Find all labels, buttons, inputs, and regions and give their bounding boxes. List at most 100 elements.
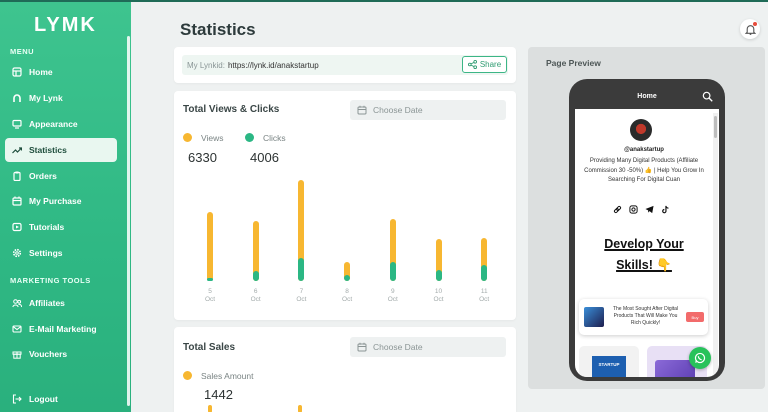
total-sales-title: Total Sales (183, 342, 236, 353)
phone-screen: @anakstartup Providing Many Digital Prod… (575, 109, 719, 377)
phone-header: Home (569, 79, 725, 109)
search-icon[interactable] (702, 91, 713, 102)
home-icon (12, 67, 22, 77)
telegram-icon[interactable] (645, 205, 654, 214)
sidebar-item-statistics[interactable]: Statistics (5, 138, 117, 162)
whatsapp-icon (694, 352, 706, 364)
page-preview-title: Page Preview (546, 58, 601, 68)
logo[interactable]: LYMK (34, 14, 97, 36)
logout-label: Logout (29, 394, 58, 404)
sales-bar (208, 405, 212, 412)
x-tick-label: 8 Oct (342, 288, 353, 303)
product-buy-button[interactable]: Buy (686, 312, 704, 322)
sidebar-item-vouchers[interactable]: Vouchers (5, 342, 117, 366)
sidebar-item-label: Home (29, 67, 53, 77)
gift-icon (12, 349, 22, 359)
sidebar-item-label: Statistics (29, 145, 67, 155)
phone-scrollbar[interactable] (713, 113, 718, 377)
tiktok-icon[interactable] (661, 205, 670, 214)
clicks-bar[interactable] (435, 269, 442, 281)
share-button[interactable]: Share (462, 56, 507, 73)
play-icon (12, 222, 22, 232)
product-card[interactable]: The Most Sought After Digital Products T… (579, 299, 708, 335)
lynk-url-field[interactable]: My Lynkid: https://lynk.id/anakstartup (182, 55, 508, 75)
views-legend-label: Views (201, 133, 224, 143)
gear-icon (12, 248, 22, 258)
sidebar-item-my-lynk[interactable]: My Lynk (5, 86, 117, 110)
sales-bar (298, 405, 302, 412)
sales-legend-dot (183, 371, 192, 380)
sales-date-picker[interactable]: Choose Date (350, 337, 506, 357)
sidebar-item-label: Affiliates (29, 298, 65, 308)
views-bar[interactable] (389, 218, 396, 281)
notification-dot (753, 22, 757, 26)
link-icon (12, 93, 22, 103)
page-title: Statistics (180, 20, 256, 39)
total-sales-card: Total Sales Choose Date Sales Amount 144… (174, 327, 516, 412)
clicks-bar[interactable] (389, 261, 396, 281)
avatar (630, 119, 652, 141)
clicks-bar[interactable] (207, 278, 213, 281)
instagram-icon[interactable] (629, 205, 638, 214)
views-total: 6330 (188, 150, 217, 165)
top-accent-line (0, 0, 768, 2)
sidebar-item-label: E-Mail Marketing (29, 324, 97, 334)
monitor-icon (12, 119, 22, 129)
sidebar-item-tutorials[interactable]: Tutorials (5, 215, 117, 239)
views-clicks-chart: 5 Oct 6 Oct 7 Oct 8 Oct 9 Oct 10 Oct 11 Oct (174, 91, 516, 320)
sidebar-item-affiliates[interactable]: Affiliates (5, 291, 117, 315)
logout-button[interactable]: Logout (5, 387, 117, 411)
sidebar-item-label: My Lynk (29, 93, 63, 103)
views-bar[interactable] (481, 238, 488, 281)
sidebar-item-home[interactable]: Home (5, 60, 117, 84)
views-bar[interactable] (435, 239, 442, 281)
sidebar: LYMK MENU Home My Lynk Appearance Statis… (0, 2, 131, 412)
product-thumbnail (584, 307, 604, 327)
sidebar-item-my-purchase[interactable]: My Purchase (5, 189, 117, 213)
clipboard-icon (12, 171, 22, 181)
views-date-picker[interactable]: Choose Date (350, 100, 506, 120)
views-bar[interactable] (252, 221, 259, 281)
views-clicks-card: Total Views & Clicks Choose Date Views C… (174, 91, 516, 320)
x-tick-label: 11 Oct (479, 288, 490, 303)
lynk-url-card: My Lynkid: https://lynk.id/anakstartup (174, 47, 516, 83)
views-bar[interactable] (344, 261, 351, 281)
product-tile[interactable]: STARTUP (579, 346, 639, 377)
x-tick-label: 9 Oct (387, 288, 398, 303)
clicks-legend-dot (245, 133, 254, 142)
sidebar-item-appearance[interactable]: Appearance (5, 112, 117, 136)
sidebar-item-label: Settings (29, 248, 63, 258)
link-icon[interactable] (613, 205, 622, 214)
sidebar-item-settings[interactable]: Settings (5, 241, 117, 265)
lynk-url-value: https://lynk.id/anakstartup (227, 60, 319, 70)
page-preview-panel: Page Preview Home @anakstartup Providing… (528, 47, 765, 389)
sidebar-item-label: Orders (29, 171, 57, 181)
mail-icon (12, 324, 22, 334)
sidebar-item-orders[interactable]: Orders (5, 164, 117, 188)
share-icon (467, 60, 477, 69)
views-date-placeholder: Choose Date (373, 105, 423, 115)
clicks-bar[interactable] (344, 274, 351, 281)
views-clicks-title: Total Views & Clicks (183, 104, 280, 115)
clicks-bar[interactable] (481, 265, 488, 281)
sales-legend-label: Sales Amount (201, 371, 254, 381)
lynk-url-label: My Lynkid: (187, 60, 225, 70)
views-bar[interactable] (207, 212, 213, 281)
x-tick-label: 5 Oct (204, 288, 216, 303)
menu-section-label: MENU (10, 47, 35, 56)
trend-icon (12, 145, 22, 155)
product-tile-cover (655, 360, 695, 377)
sidebar-scrollbar[interactable] (127, 36, 130, 406)
notification-button[interactable] (740, 19, 760, 39)
clicks-legend-label: Clicks (263, 133, 286, 143)
whatsapp-button[interactable] (689, 347, 711, 369)
sidebar-item-label: Vouchers (29, 349, 68, 359)
x-tick-label: 6 Oct (250, 288, 261, 303)
product-tile-cover: STARTUP (592, 356, 626, 377)
share-label: Share (479, 60, 502, 69)
views-bar[interactable] (298, 179, 305, 281)
clicks-bar[interactable] (298, 257, 305, 281)
clicks-bar[interactable] (252, 271, 259, 281)
sidebar-item-email-marketing[interactable]: E-Mail Marketing (5, 317, 117, 341)
marketing-section-label: MARKETING TOOLS (10, 276, 91, 285)
